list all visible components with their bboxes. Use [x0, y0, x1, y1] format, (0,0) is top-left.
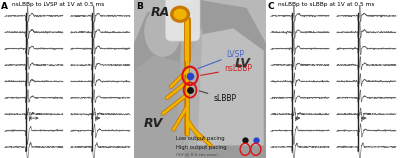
Text: nsLBBp to sLBBp at 1V at 0.5 ms: nsLBBp to sLBBp at 1V at 0.5 ms	[278, 2, 375, 7]
Polygon shape	[134, 0, 266, 158]
Polygon shape	[176, 28, 203, 149]
Text: RA: RA	[150, 6, 170, 19]
Text: 100 ms: 100 ms	[26, 112, 42, 116]
Text: 43 ms: 43 ms	[291, 112, 304, 116]
Text: A: A	[1, 2, 8, 11]
Text: 40 ms: 40 ms	[91, 112, 104, 116]
Text: High output pacing: High output pacing	[176, 145, 227, 150]
Text: B: B	[136, 2, 143, 11]
Text: RV: RV	[144, 117, 163, 130]
FancyBboxPatch shape	[134, 0, 266, 158]
Polygon shape	[180, 28, 264, 145]
Text: 40 ms: 40 ms	[357, 112, 370, 116]
Text: LV: LV	[234, 57, 250, 70]
Ellipse shape	[174, 9, 187, 20]
Text: sLBBP: sLBBP	[199, 91, 236, 103]
Text: Low output pacing: Low output pacing	[176, 136, 225, 141]
Ellipse shape	[171, 6, 189, 22]
Text: nsLBBP: nsLBBP	[201, 64, 252, 75]
FancyBboxPatch shape	[166, 0, 200, 41]
Ellipse shape	[144, 6, 182, 57]
Polygon shape	[134, 55, 184, 158]
Text: LVSP: LVSP	[198, 50, 244, 69]
Text: (5V @ 0.5 ms max): (5V @ 0.5 ms max)	[176, 153, 218, 157]
Text: C: C	[268, 2, 274, 11]
Text: nsLBBp to LVSP at 1V at 0.5 ms: nsLBBp to LVSP at 1V at 0.5 ms	[12, 2, 104, 7]
